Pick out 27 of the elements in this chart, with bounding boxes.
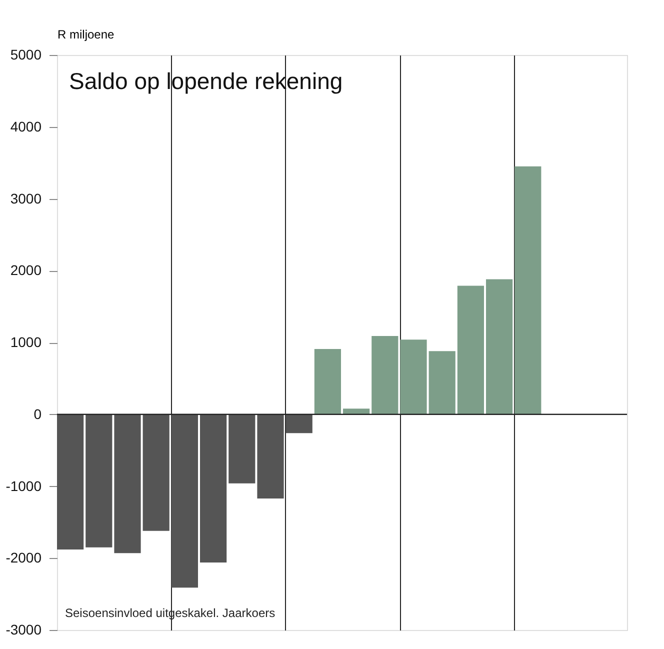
bar <box>428 351 456 414</box>
bar <box>257 414 284 498</box>
bar <box>314 348 341 414</box>
bar <box>457 286 484 414</box>
bar <box>171 414 198 588</box>
bar <box>142 414 170 531</box>
bar <box>343 408 370 414</box>
bar <box>228 414 256 484</box>
y-tick-label: 2000 <box>10 262 42 278</box>
y-tick-label: 0 <box>34 406 42 422</box>
y-tick-label: 3000 <box>10 190 42 206</box>
y-tick-label: -3000 <box>6 622 42 638</box>
bar <box>514 166 542 414</box>
y-tick-label: -1000 <box>6 478 42 494</box>
bar <box>486 279 513 414</box>
bar <box>86 414 112 548</box>
y-tick-label: 5000 <box>10 46 42 62</box>
bar <box>57 414 84 550</box>
bar <box>286 414 312 434</box>
y-tick-label: 1000 <box>10 334 42 350</box>
bar <box>114 414 141 554</box>
y-tick-label: 4000 <box>10 118 42 134</box>
bar <box>400 340 427 414</box>
bar <box>372 336 398 414</box>
y-axis-title: R miljoene <box>58 28 115 42</box>
bar <box>200 414 227 562</box>
y-tick-label: -2000 <box>6 550 42 566</box>
